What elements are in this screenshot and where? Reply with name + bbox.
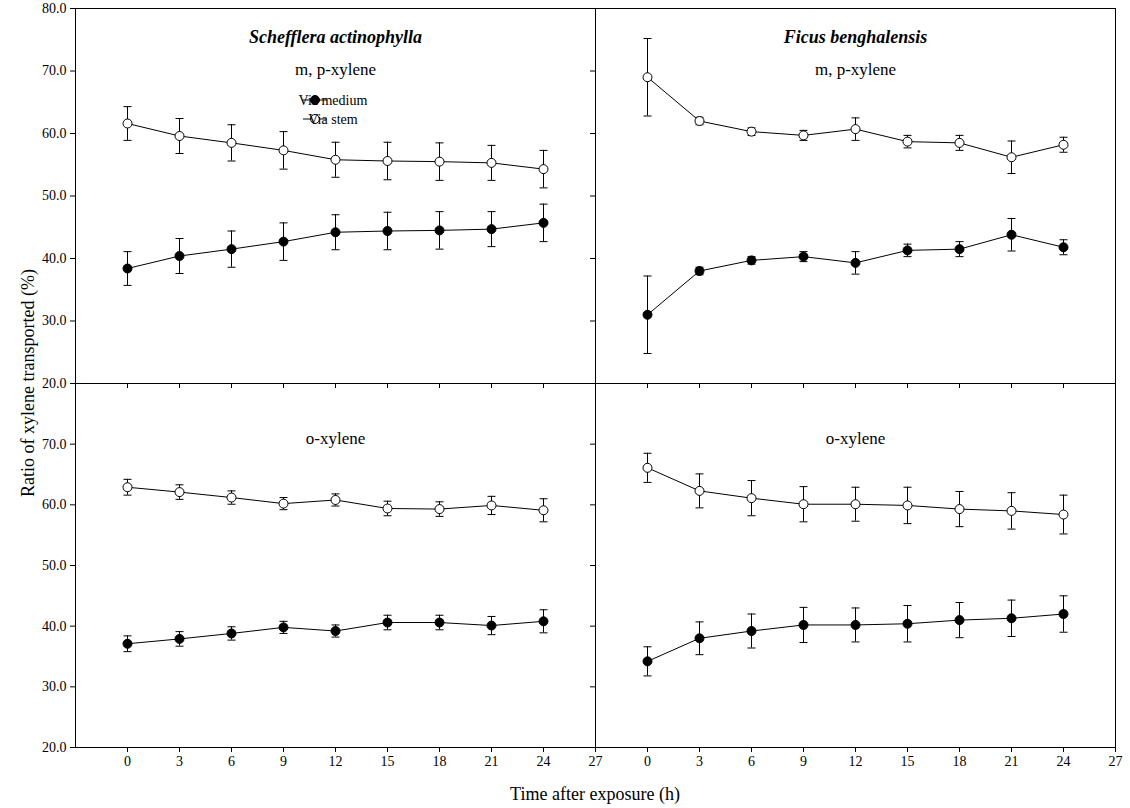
svg-text:60.0: 60.0 xyxy=(42,497,67,512)
svg-text:0: 0 xyxy=(644,754,651,769)
svg-text:20.0: 20.0 xyxy=(42,740,67,755)
svg-text:Schefflera actinophylla: Schefflera actinophylla xyxy=(249,27,422,47)
svg-text:70.0: 70.0 xyxy=(42,63,67,78)
svg-text:3: 3 xyxy=(176,754,183,769)
svg-text:12: 12 xyxy=(849,754,863,769)
svg-text:6: 6 xyxy=(228,754,235,769)
svg-text:24: 24 xyxy=(1057,754,1071,769)
svg-text:m, p-xylene: m, p-xylene xyxy=(815,60,896,79)
svg-text:15: 15 xyxy=(901,754,915,769)
svg-text:15: 15 xyxy=(381,754,395,769)
svg-text:30.0: 30.0 xyxy=(42,313,67,328)
svg-text:Via medium: Via medium xyxy=(299,93,368,108)
svg-text:18: 18 xyxy=(433,754,447,769)
svg-text:50.0: 50.0 xyxy=(42,558,67,573)
svg-text:20.0: 20.0 xyxy=(42,376,67,391)
svg-text:60.0: 60.0 xyxy=(42,126,67,141)
svg-text:3: 3 xyxy=(696,754,703,769)
svg-text:9: 9 xyxy=(280,754,287,769)
svg-text:6: 6 xyxy=(748,754,755,769)
svg-text:50.0: 50.0 xyxy=(42,188,67,203)
svg-text:27: 27 xyxy=(1109,754,1123,769)
svg-text:m, p-xylene: m, p-xylene xyxy=(295,60,376,79)
svg-text:9: 9 xyxy=(800,754,807,769)
svg-text:80.0: 80.0 xyxy=(42,1,67,16)
svg-text:0: 0 xyxy=(124,754,131,769)
svg-text:70.0: 70.0 xyxy=(42,437,67,452)
svg-text:Ficus benghalensis: Ficus benghalensis xyxy=(783,27,928,47)
svg-text:o-xylene: o-xylene xyxy=(826,429,885,448)
html-text:Time after exposure (h): Time after exposure (h) xyxy=(510,784,680,804)
svg-text:18: 18 xyxy=(953,754,967,769)
svg-text:30.0: 30.0 xyxy=(42,679,67,694)
svg-text:o-xylene: o-xylene xyxy=(306,429,365,448)
svg-text:40.0: 40.0 xyxy=(42,619,67,634)
svg-text:24: 24 xyxy=(537,754,551,769)
html-text:Ratio of xylene transported (%: Ratio of xylene transported (%) xyxy=(17,269,38,497)
svg-text:12: 12 xyxy=(329,754,343,769)
svg-text:21: 21 xyxy=(485,754,499,769)
svg-text:27: 27 xyxy=(589,754,603,769)
svg-text:21: 21 xyxy=(1005,754,1019,769)
svg-text:40.0: 40.0 xyxy=(42,251,67,266)
svg-text:Via stem: Via stem xyxy=(308,112,357,127)
